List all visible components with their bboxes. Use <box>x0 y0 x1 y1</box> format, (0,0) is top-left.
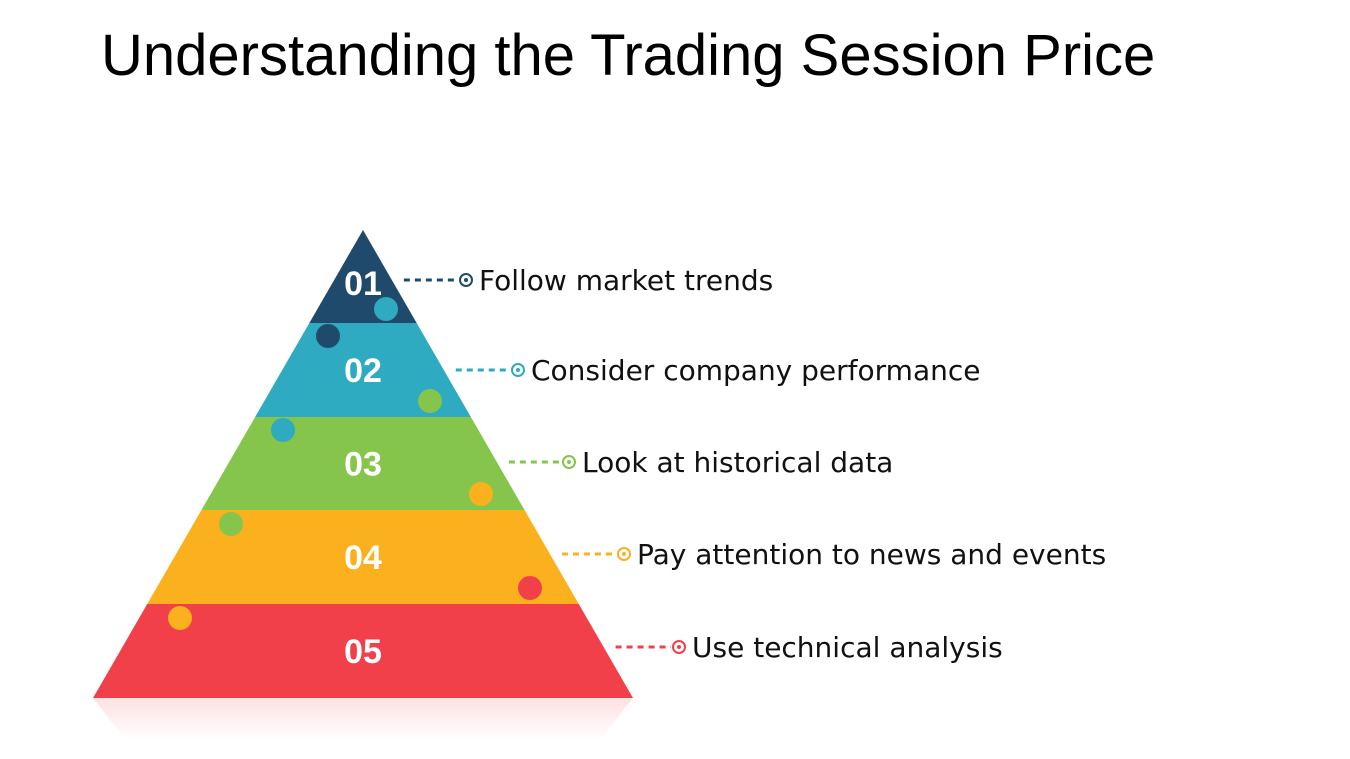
step-number-01: 01 <box>344 265 382 303</box>
step-label-04: Pay attention to news and events <box>637 538 1106 571</box>
pyramid-layer-04 <box>147 510 579 604</box>
pyramid-reflection <box>93 698 633 740</box>
puzzle-knob <box>518 576 542 600</box>
pyramid-layer-02 <box>255 323 471 417</box>
step-labels: Follow market trends Consider company per… <box>479 264 1106 664</box>
connector-dot-icon-04 <box>622 552 626 556</box>
pyramid-layer-05 <box>93 604 633 698</box>
step-number-05: 05 <box>344 633 382 671</box>
connector-dot-icon-03 <box>567 460 571 464</box>
puzzle-knob <box>418 389 442 413</box>
puzzle-knob <box>469 482 493 506</box>
puzzle-knob <box>374 297 398 321</box>
step-label-01: Follow market trends <box>479 264 773 297</box>
step-label-02: Consider company performance <box>531 354 980 387</box>
puzzle-knob <box>316 324 340 348</box>
slide-title: Understanding the Trading Session Price <box>101 23 1156 88</box>
step-number-02: 02 <box>344 352 382 390</box>
step-numbers: 01 02 03 04 05 <box>344 265 382 671</box>
step-number-03: 03 <box>344 446 382 484</box>
step-connectors <box>403 273 686 654</box>
puzzle-knob <box>271 418 295 442</box>
step-number-04: 04 <box>344 539 382 577</box>
connector-dot-icon-01 <box>464 278 468 282</box>
step-label-03: Look at historical data <box>582 446 893 479</box>
puzzle-knob <box>219 512 243 536</box>
connector-dot-icon-02 <box>516 368 520 372</box>
step-label-05: Use technical analysis <box>692 631 1003 664</box>
connector-dot-icon-05 <box>677 645 681 649</box>
puzzle-knobs <box>168 297 542 630</box>
puzzle-knob <box>168 606 192 630</box>
